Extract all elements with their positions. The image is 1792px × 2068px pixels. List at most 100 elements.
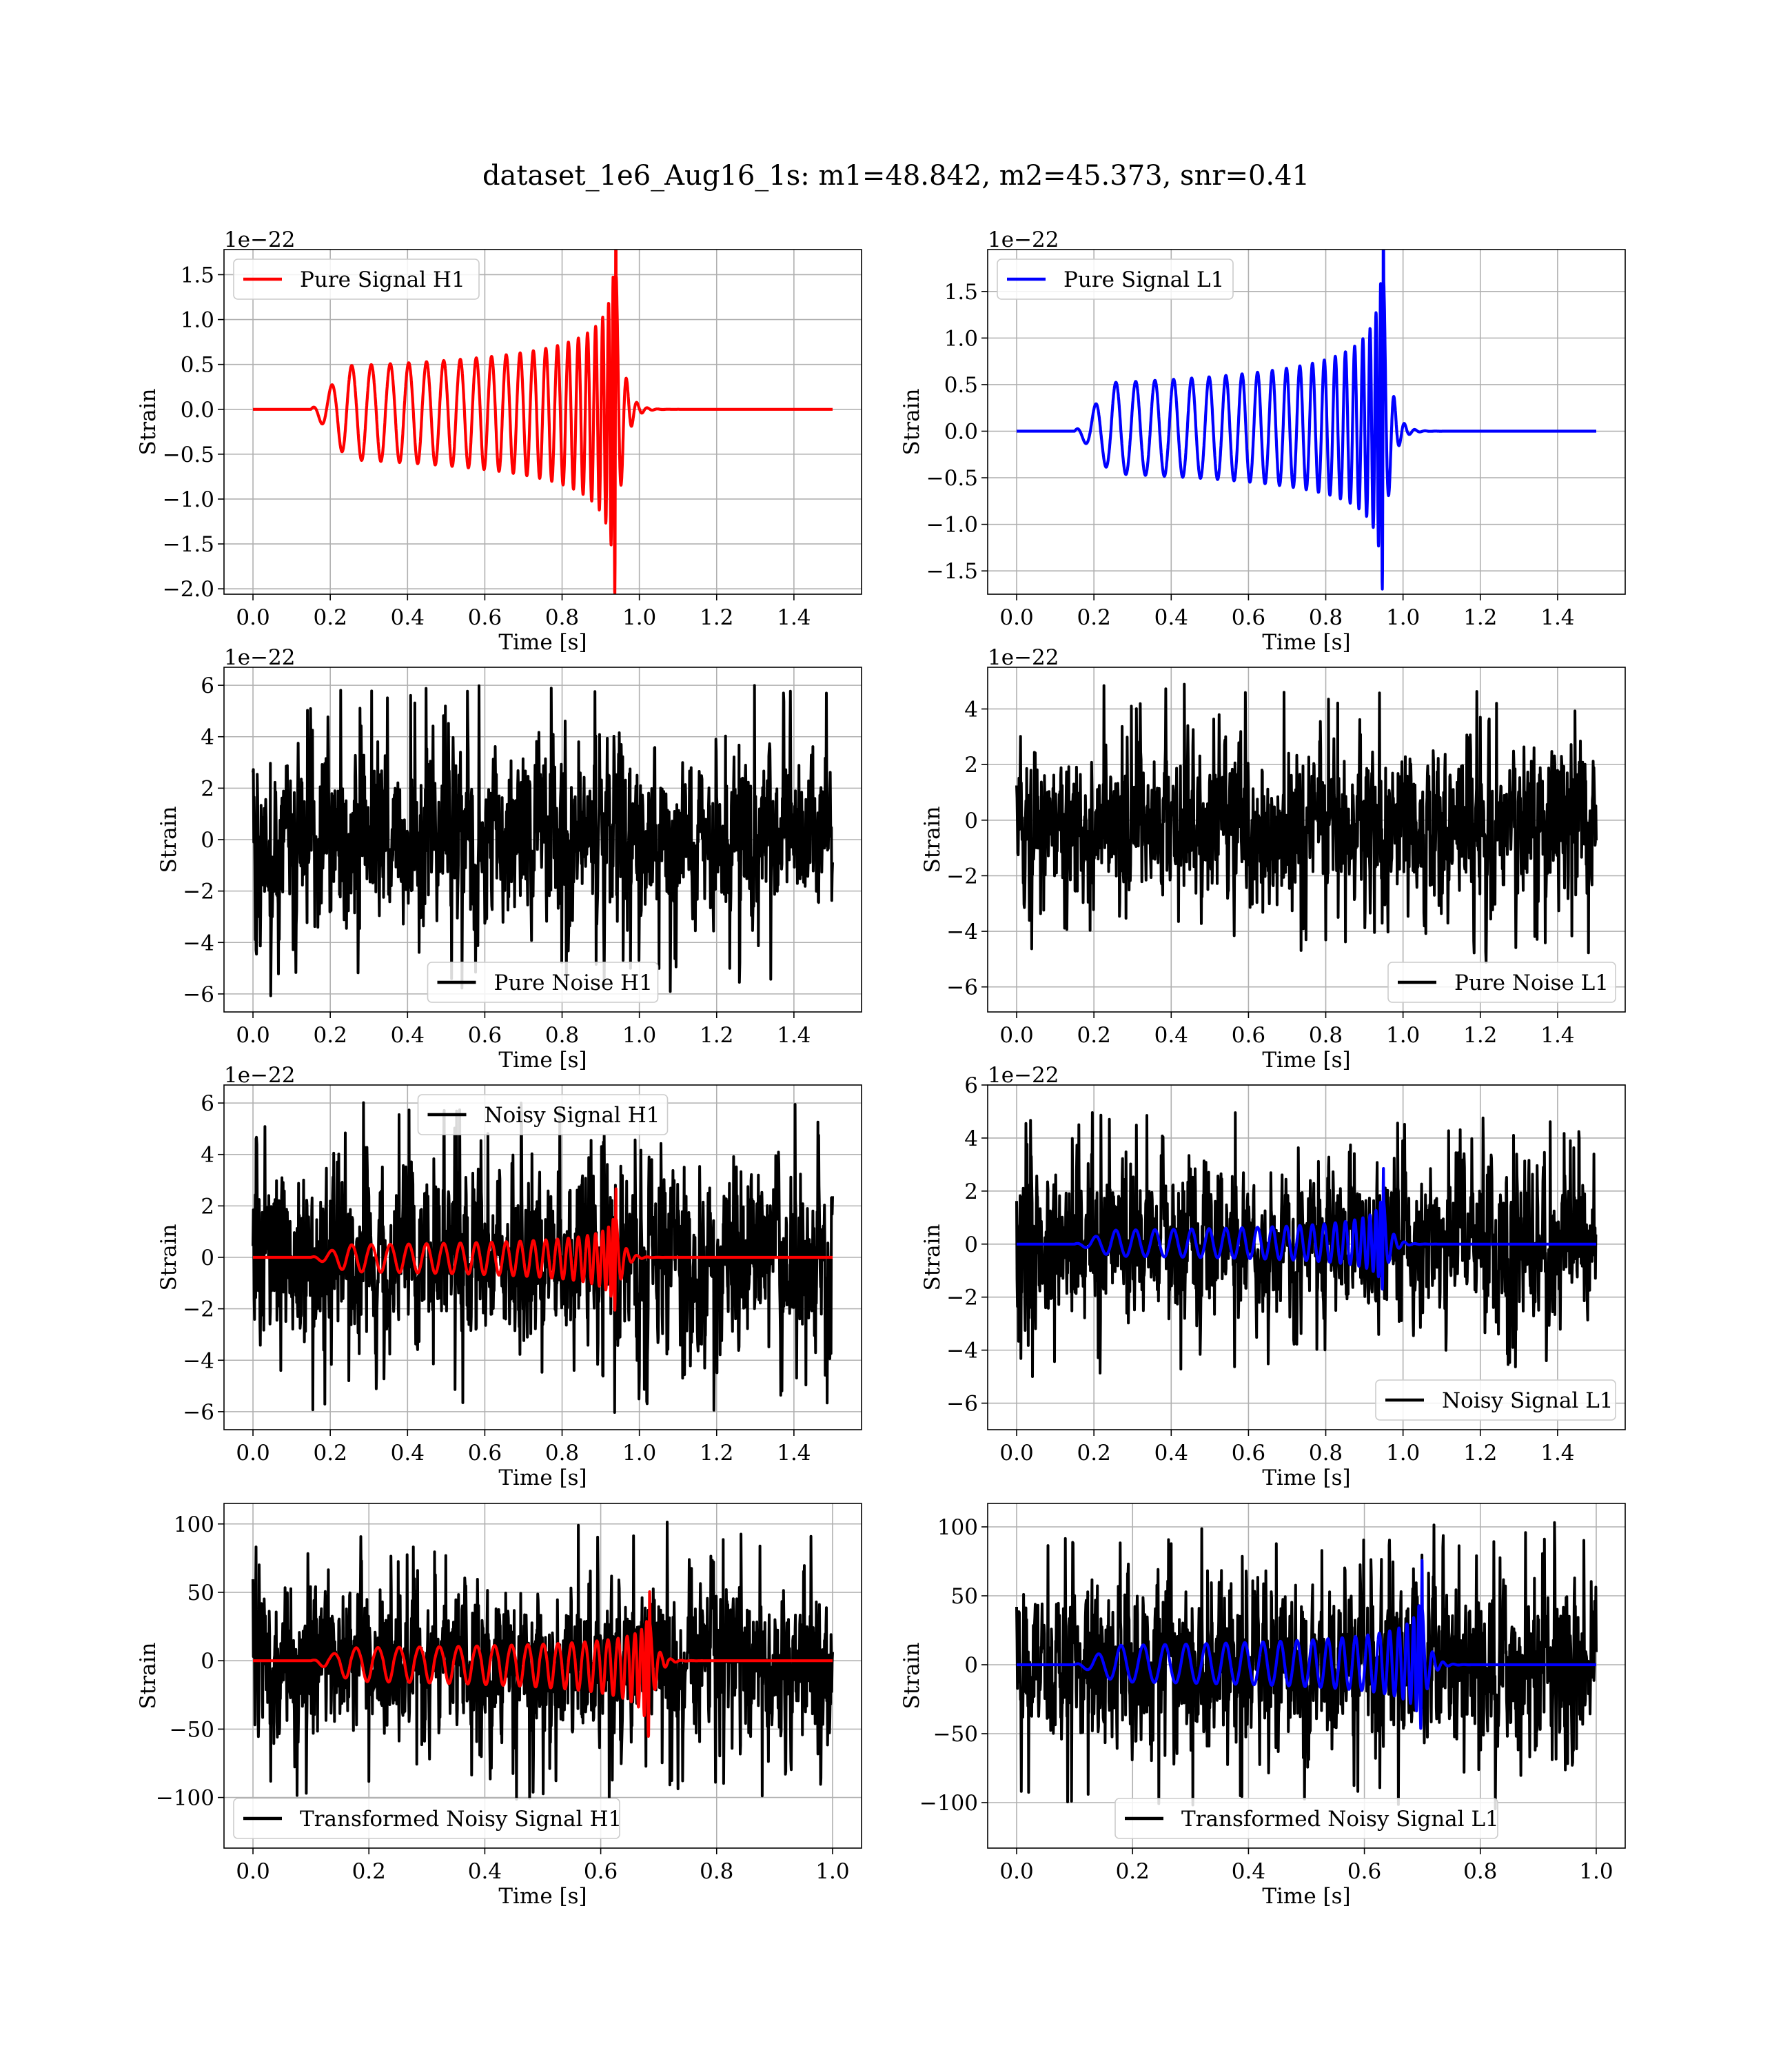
y-tick-label: −2 xyxy=(183,1297,214,1322)
x-tick-label: 1.0 xyxy=(1386,1023,1420,1048)
y-tick-label: −1.5 xyxy=(926,559,978,584)
x-tick-label: 0.4 xyxy=(1154,1023,1188,1048)
y-tick-label: −0.5 xyxy=(163,443,214,467)
y-tick-label: 2 xyxy=(201,776,214,801)
legend-box xyxy=(233,258,480,300)
y-tick-label: 2 xyxy=(201,1194,214,1219)
legend-label: Pure Noise L1 xyxy=(1454,971,1609,995)
legend-box xyxy=(1375,1379,1616,1421)
series-line-pure-signal-l1 xyxy=(1015,250,1598,591)
legend-label: Pure Signal L1 xyxy=(1063,267,1224,292)
y-tick-label: 6 xyxy=(964,1073,978,1098)
x-tick-label: 0.8 xyxy=(1309,1441,1343,1466)
y-tick-label: 4 xyxy=(201,725,214,750)
y-axis-label: Strain xyxy=(920,807,945,873)
subplot-noisy-signal-l1: 0.0 0.2 0.4 0.6 0.8 1.0 1.2 1.4 −6 −4 −2 0 2 4 6 Time [… xyxy=(920,1063,1626,1490)
y-tick-label: 0 xyxy=(201,828,214,853)
y-tick-label: 1.0 xyxy=(181,308,214,333)
y-axis-label: Strain xyxy=(920,1224,945,1291)
x-tick-label: 0.0 xyxy=(999,605,1033,630)
legend: Pure Signal L1 xyxy=(997,258,1234,300)
y-tick-label: −1.5 xyxy=(163,532,214,557)
x-tick-label: 0.2 xyxy=(314,1023,347,1048)
figure-suptitle: dataset_1e6_Aug16_1s: m1=48.842, m2=45.3… xyxy=(482,160,1310,192)
x-tick-label: 0.6 xyxy=(1232,605,1265,630)
x-tick-label: 0.6 xyxy=(584,1859,618,1884)
x-tick-label: 1.2 xyxy=(700,605,733,630)
legend-label: Transformed Noisy Signal L1 xyxy=(1181,1807,1499,1832)
legend-label: Transformed Noisy Signal H1 xyxy=(300,1807,622,1832)
y-tick-label: −6 xyxy=(183,982,214,1007)
y-tick-label: −6 xyxy=(946,975,978,1000)
y-tick-label: 100 xyxy=(937,1515,978,1540)
y-offset-text: 1e−22 xyxy=(988,645,1059,670)
x-tick-label: 0.4 xyxy=(1232,1859,1265,1884)
y-axis-label: Strain xyxy=(899,1643,924,1710)
legend: Pure Noise L1 xyxy=(1387,962,1616,1003)
y-tick-label: 0 xyxy=(201,1649,214,1674)
x-tick-label: 1.4 xyxy=(1540,1441,1574,1466)
series-group xyxy=(1015,682,1598,964)
y-tick-label: −100 xyxy=(156,1786,214,1811)
x-tick-label: 0.6 xyxy=(468,605,502,630)
x-tick-label: 0.2 xyxy=(314,1441,347,1466)
x-tick-label: 1.2 xyxy=(1463,605,1497,630)
legend-label: Noisy Signal H1 xyxy=(485,1103,660,1128)
series-line-chirp-1 xyxy=(1015,1559,1598,1730)
subplot-pure-noise-h1: 0.0 0.2 0.4 0.6 0.8 1.0 1.2 1.4 −6 −4 −2 0 2 4 6 Time [… xyxy=(156,645,862,1073)
series-group xyxy=(1015,1111,1598,1378)
series-line-noisy-signal-h1 xyxy=(252,1101,834,1414)
x-tick-label: 1.0 xyxy=(622,1441,656,1466)
series-line-pure-noise-h1 xyxy=(252,684,834,997)
axes-frame xyxy=(223,1503,862,1849)
x-tick-label: 0.0 xyxy=(236,605,269,630)
x-tick-label: 0.6 xyxy=(468,1023,502,1048)
x-tick-label: 0.6 xyxy=(468,1441,502,1466)
y-tick-label: 0 xyxy=(964,1653,978,1678)
subplot-transformed-noisy-signal-l1: 0.0 0.2 0.4 0.6 0.8 1.0 −100 −50 0 50 100 Time [s] S… xyxy=(899,1503,1626,1909)
x-axis-label: Time [s] xyxy=(498,1466,587,1490)
y-offset-text: 1e−22 xyxy=(224,227,296,252)
series-line-transformed-noisy-signal-h1 xyxy=(252,1521,834,1801)
y-tick-label: 0 xyxy=(964,1233,978,1257)
legend: Noisy Signal H1 xyxy=(417,1094,669,1135)
subplot-transformed-noisy-signal-h1: 0.0 0.2 0.4 0.6 0.8 1.0 −100 −50 0 50 100 Time [s] S… xyxy=(136,1503,862,1909)
y-tick-label: −50 xyxy=(170,1717,214,1742)
y-tick-label: 4 xyxy=(964,697,978,722)
y-tick-label: −4 xyxy=(946,920,978,944)
subplot-pure-signal-l1: 0.0 0.2 0.4 0.6 0.8 1.0 1.2 1.4 −1.5 −1.0 −0.5 0.0 0… xyxy=(899,227,1626,655)
x-tick-label: 0.6 xyxy=(1232,1023,1265,1048)
x-tick-label: 1.4 xyxy=(777,1441,811,1466)
y-offset-text: 1e−22 xyxy=(988,1063,1059,1088)
x-tick-label: 0.2 xyxy=(1077,1441,1111,1466)
x-tick-label: 0.6 xyxy=(1232,1441,1265,1466)
x-tick-label: 0.8 xyxy=(545,605,579,630)
y-tick-label: 1.5 xyxy=(944,280,978,305)
x-tick-label: 0.2 xyxy=(1116,1859,1150,1884)
y-tick-label: 4 xyxy=(964,1126,978,1151)
x-axis-label: Time [s] xyxy=(1262,630,1350,655)
series-line-chirp-1 xyxy=(1015,1167,1598,1291)
y-tick-label: −50 xyxy=(933,1722,978,1747)
x-tick-label: 0.4 xyxy=(391,1441,425,1466)
y-tick-label: 50 xyxy=(951,1584,978,1609)
legend-label: Pure Signal H1 xyxy=(300,267,465,292)
y-tick-label: −2.0 xyxy=(163,577,214,602)
x-tick-label: 1.0 xyxy=(1579,1859,1613,1884)
axes-frame xyxy=(223,249,862,595)
subplot-grid: 0.0 0.2 0.4 0.6 0.8 1.0 1.2 1.4 −2.0 −1.5 −1.0 −0.5… xyxy=(136,227,1626,1909)
y-offset-text: 1e−22 xyxy=(224,645,296,670)
x-tick-label: 0.2 xyxy=(1077,605,1111,630)
subplot-noisy-signal-h1: 0.0 0.2 0.4 0.6 0.8 1.0 1.2 1.4 −6 −4 −2 0 2 4 6 Time [… xyxy=(156,1063,862,1490)
x-tick-label: 0.0 xyxy=(236,1023,269,1048)
x-tick-label: 1.0 xyxy=(622,605,656,630)
axes-frame xyxy=(987,249,1626,595)
y-tick-label: −2 xyxy=(183,880,214,904)
x-tick-label: 0.6 xyxy=(1347,1859,1381,1884)
y-tick-label: 1.5 xyxy=(181,263,214,287)
y-tick-label: −1.0 xyxy=(926,513,978,538)
series-group xyxy=(1015,250,1598,591)
legend-box xyxy=(997,258,1234,300)
axes-frame xyxy=(987,667,1626,1013)
